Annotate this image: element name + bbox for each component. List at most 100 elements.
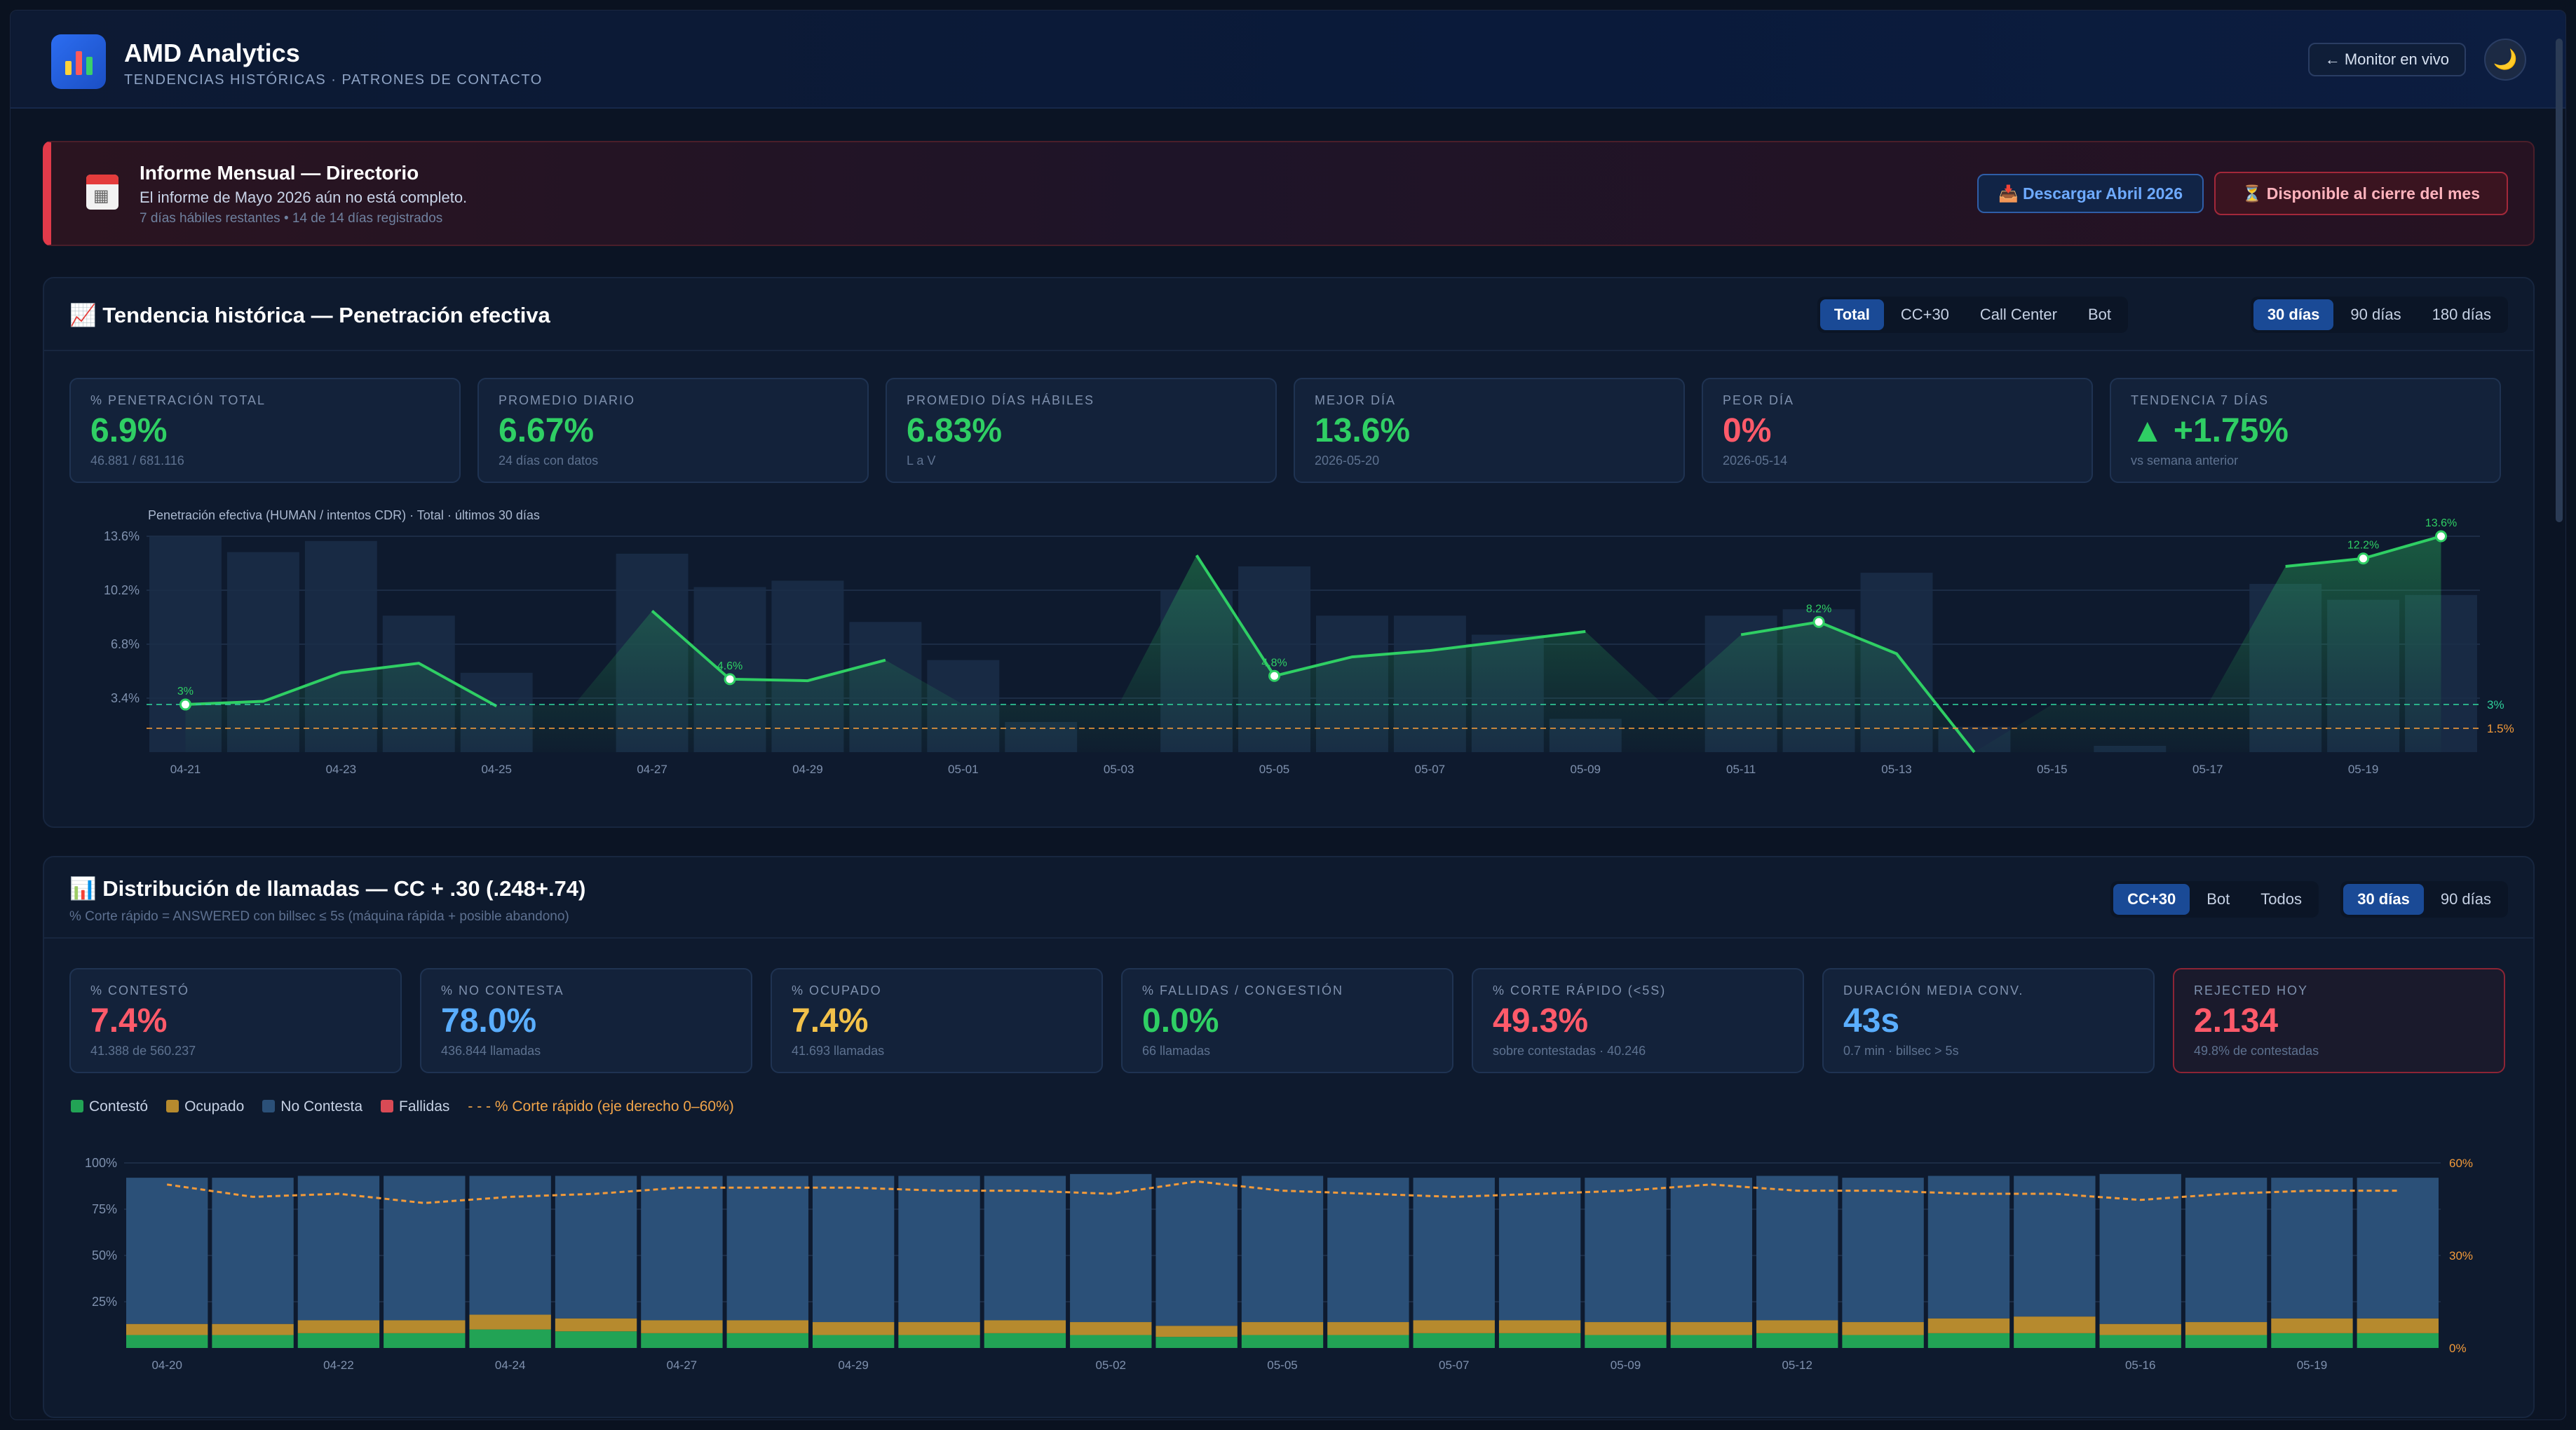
y-tick-label: 6.8% — [111, 637, 140, 651]
penetration-line — [1195, 554, 1586, 678]
stacked-bar-segment — [984, 1333, 1066, 1348]
trend-channel-tab-cc-30[interactable]: CC+30 — [1900, 306, 1949, 323]
stacked-bar-segment — [555, 1176, 637, 1319]
stacked-bar-segment — [1842, 1335, 1924, 1348]
kpi-value: 0.0% — [1142, 1002, 1219, 1040]
kpi-label: PEOR DÍA — [1723, 393, 1795, 407]
banner-meta: 7 días hábiles restantes • 14 de 14 días… — [140, 211, 443, 226]
stacked-bar-segment — [2185, 1335, 2267, 1348]
kpi-label: TENDENCIA 7 DÍAS — [2131, 393, 2270, 407]
stacked-bar-segment — [2357, 1318, 2439, 1333]
stacked-bar-segment — [1070, 1335, 1152, 1348]
trend-range-tab-90-d-as[interactable]: 90 días — [2350, 306, 2401, 323]
trend-channel-tab-total[interactable]: Total — [1819, 299, 1884, 330]
stacked-bar-segment — [2271, 1333, 2353, 1348]
stacked-bar-segment — [812, 1176, 895, 1323]
live-monitor-button[interactable]: ← Monitor en vivo — [2307, 43, 2466, 76]
stacked-bar-segment — [1241, 1176, 1324, 1323]
stacked-bar-segment — [469, 1329, 551, 1348]
y-tick-label-right: 30% — [2449, 1249, 2473, 1262]
moon-icon[interactable]: 🌙 — [2484, 39, 2526, 81]
kpi-subtext: 66 llamadas — [1142, 1044, 1211, 1058]
stacked-bar-segment — [1241, 1322, 1324, 1335]
stacked-bar-segment — [212, 1178, 294, 1324]
legend-swatch — [381, 1100, 394, 1112]
trend-channel-tab-call-center[interactable]: Call Center — [1979, 306, 2057, 323]
app-header: AMD Analytics TENDENCIAS HISTÓRICAS · PA… — [11, 11, 2565, 109]
trend-range-tabs: 30 días 90 días 180 días — [2250, 297, 2508, 333]
available-month-end-button[interactable]: ⏳ Disponible al cierre del mes — [2214, 172, 2508, 215]
y-tick-label-left: 100% — [85, 1156, 117, 1170]
stacked-bar-segment — [1413, 1333, 1495, 1348]
quick-hangup-line — [166, 1180, 2398, 1204]
stacked-bar-segment — [1842, 1178, 1924, 1323]
stacked-bar-segment — [1498, 1320, 1581, 1333]
data-point-label: 8.2% — [1806, 603, 1831, 615]
x-tick-label: 04-22 — [323, 1358, 353, 1372]
kpi-card: REJECTED HOY 2.134 49.8% de contestadas — [2173, 968, 2505, 1073]
legend-item[interactable]: - - - % Corte rápido (eje derecho 0–60%) — [468, 1098, 733, 1115]
kpi-card: TENDENCIA 7 DÍAS ▲ +1.75% vs semana anteri… — [2110, 378, 2501, 483]
dist-channel-tab-todos[interactable]: Todos — [2260, 890, 2302, 908]
kpi-label: % FALLIDAS / CONGESTIÓN — [1142, 983, 1344, 997]
penetration-line — [1740, 620, 1976, 754]
legend-item[interactable]: Fallidas — [381, 1098, 449, 1115]
legend-item[interactable]: Ocupado — [166, 1098, 244, 1115]
kpi-card: % FALLIDAS / CONGESTIÓN 0.0% 66 llamadas — [1121, 968, 1453, 1073]
dist-range-tab-90-d-as[interactable]: 90 días — [2440, 890, 2491, 908]
download-report-button[interactable]: 📥 Descargar Abril 2026 — [1977, 174, 2204, 213]
data-point-label: 4.6% — [717, 660, 743, 672]
kpi-label: PROMEDIO DÍAS HÁBILES — [907, 393, 1095, 407]
dist-channel-tab-bot[interactable]: Bot — [2206, 890, 2230, 908]
kpi-label: DURACIÓN MEDIA CONV. — [1843, 983, 2024, 997]
y-tick-label-left: 50% — [92, 1248, 117, 1262]
stacked-bar-segment — [812, 1322, 895, 1335]
legend-item[interactable]: Contestó — [71, 1098, 148, 1115]
y-tick-label-right: 60% — [2449, 1157, 2473, 1170]
kpi-value: 0% — [1723, 412, 1772, 449]
stacked-bar-segment — [726, 1333, 808, 1348]
stacked-bar-segment — [1927, 1333, 2010, 1348]
x-tick-label: 05-02 — [1096, 1358, 1126, 1372]
kpi-card: % CONTESTÓ 7.4% 41.388 de 560.237 — [69, 968, 402, 1073]
data-point-label: 4.8% — [1261, 657, 1287, 669]
stacked-bar-segment — [212, 1335, 294, 1348]
trend-range-tab-30-d-as[interactable]: 30 días — [2253, 299, 2334, 330]
x-tick-label: 05-19 — [2348, 763, 2378, 776]
trend-range-tab-180-d-as[interactable]: 180 días — [2432, 306, 2491, 323]
kpi-card: % OCUPADO 7.4% 41.693 llamadas — [771, 968, 1103, 1073]
x-tick-label: 05-15 — [2037, 763, 2067, 776]
scrollbar-thumb[interactable] — [2556, 39, 2563, 522]
legend-item[interactable]: No Contesta — [262, 1098, 362, 1115]
kpi-card: % PENETRACIÓN TOTAL 6.9% 46.881 / 681.116 — [69, 378, 461, 483]
dist-channel-tab-cc-30[interactable]: CC+30 — [2113, 884, 2190, 915]
dist-range-tab-30-d-as[interactable]: 30 días — [2343, 884, 2424, 915]
trend-channel-tab-bot[interactable]: Bot — [2087, 306, 2111, 323]
kpi-subtext: 41.693 llamadas — [792, 1044, 885, 1058]
x-tick-label: 04-23 — [326, 763, 356, 776]
penetration-line — [651, 609, 886, 683]
y-tick-label: 3.4% — [111, 691, 140, 705]
x-tick-label: 04-25 — [481, 763, 511, 776]
legend-swatch — [262, 1100, 276, 1112]
trend-panel: 📈 Tendencia histórica — Penetración efec… — [43, 277, 2535, 828]
kpi-value: 7.4% — [90, 1002, 168, 1040]
stacked-bar-segment — [297, 1320, 380, 1333]
kpi-label: % NO CONTESTA — [441, 983, 564, 997]
data-point — [179, 698, 191, 711]
app-subtitle: TENDENCIAS HISTÓRICAS · PATRONES DE CONT… — [124, 72, 543, 88]
kpi-subtext: L a V — [907, 454, 936, 468]
stacked-bar-segment — [2357, 1178, 2439, 1319]
stacked-bar-segment — [126, 1178, 208, 1324]
kpi-subtext: 24 días con datos — [499, 454, 599, 468]
stacked-bar-segment — [469, 1176, 551, 1315]
legend-swatch — [166, 1100, 179, 1112]
stacked-bar-segment — [641, 1320, 723, 1333]
stacked-bar-segment — [898, 1335, 980, 1348]
kpi-label: % OCUPADO — [792, 983, 882, 997]
stacked-bar-segment — [1155, 1178, 1238, 1326]
reference-line-label: 3% — [2487, 698, 2504, 711]
stacked-bar-segment — [898, 1322, 980, 1335]
x-tick-label: 05-03 — [1104, 763, 1134, 776]
stacked-bar-segment — [1756, 1320, 1838, 1333]
